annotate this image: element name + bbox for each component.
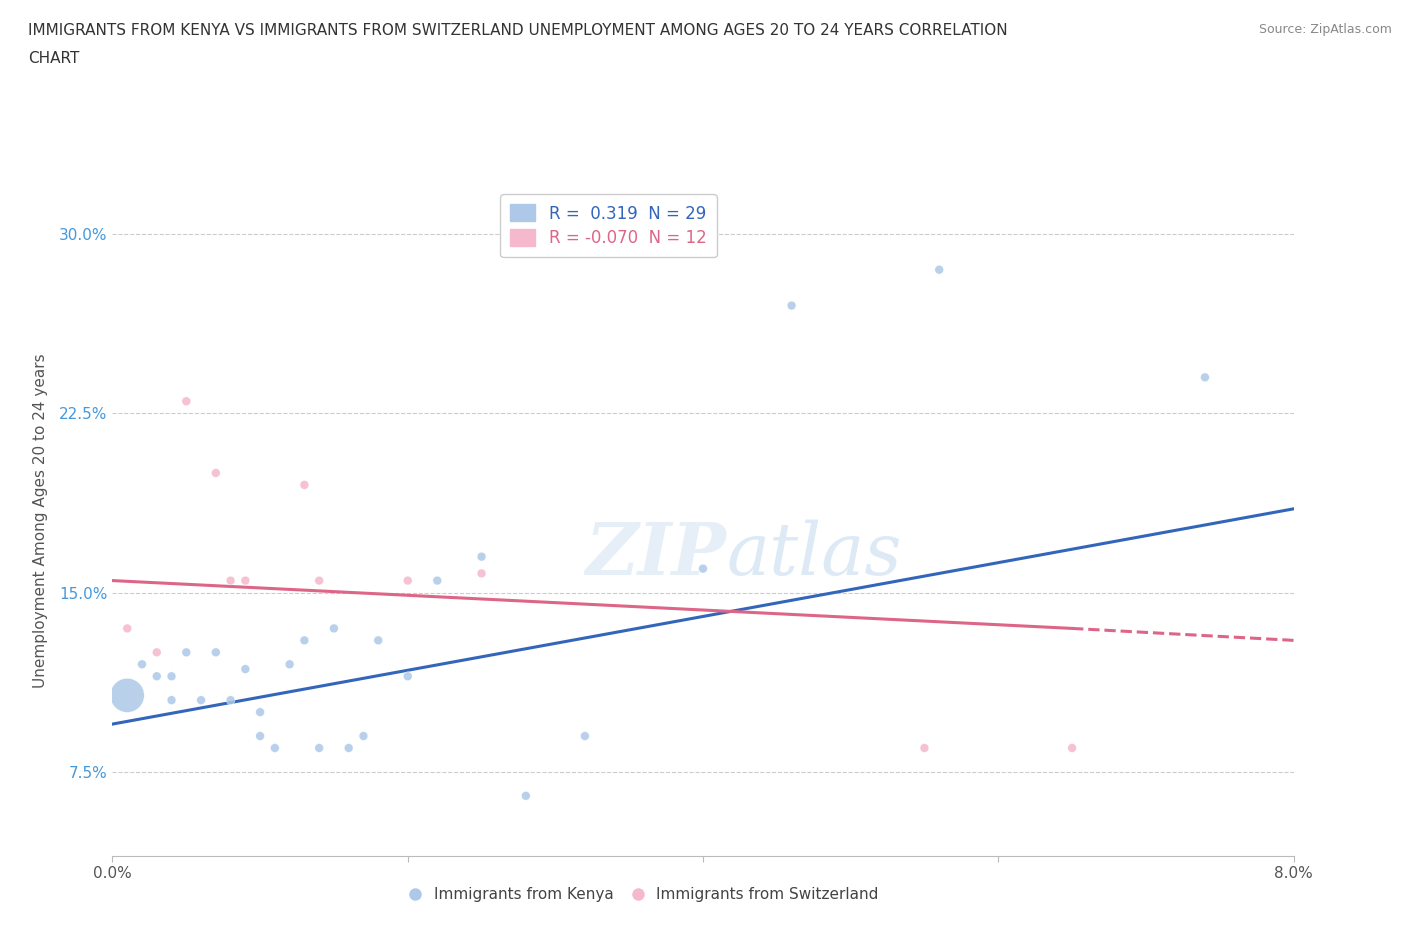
Point [219, 573, 242, 588]
Point [190, 693, 212, 708]
Point [928, 262, 950, 277]
Point [205, 466, 228, 481]
Point [515, 789, 537, 804]
Point [131, 657, 153, 671]
Text: IMMIGRANTS FROM KENYA VS IMMIGRANTS FROM SWITZERLAND UNEMPLOYMENT AMONG AGES 20 : IMMIGRANTS FROM KENYA VS IMMIGRANTS FROM… [28, 23, 1008, 38]
Text: ZIP: ZIP [586, 519, 727, 590]
Y-axis label: Unemployment Among Ages 20 to 24 years: Unemployment Among Ages 20 to 24 years [32, 353, 48, 688]
Point [160, 693, 183, 708]
Text: Source: ZipAtlas.com: Source: ZipAtlas.com [1258, 23, 1392, 36]
Point [292, 633, 315, 648]
Point [117, 688, 138, 703]
Point [780, 299, 803, 313]
Text: atlas: atlas [727, 519, 903, 590]
Point [264, 740, 287, 755]
Point [249, 728, 271, 743]
Point [249, 705, 271, 720]
Point [396, 573, 419, 588]
Point [292, 477, 315, 492]
Point [160, 669, 183, 684]
Point [426, 573, 449, 588]
Point [174, 393, 197, 408]
Point [278, 657, 301, 671]
Point [174, 644, 197, 659]
Point [146, 669, 169, 684]
Point [1194, 370, 1216, 385]
Point [692, 561, 714, 576]
Point [352, 728, 374, 743]
Point [146, 644, 169, 659]
Point [914, 740, 936, 755]
Point [233, 573, 256, 588]
Point [1062, 740, 1084, 755]
Point [396, 669, 419, 684]
Point [308, 573, 330, 588]
Point [219, 693, 242, 708]
Point [117, 621, 138, 636]
Point [233, 661, 256, 676]
Point [471, 550, 494, 565]
Point [337, 740, 360, 755]
Legend: Immigrants from Kenya, Immigrants from Switzerland: Immigrants from Kenya, Immigrants from S… [404, 881, 884, 909]
Text: CHART: CHART [28, 51, 80, 66]
Point [471, 566, 494, 581]
Point [574, 728, 596, 743]
Point [323, 621, 346, 636]
Point [308, 740, 330, 755]
Point [367, 633, 389, 648]
Point [205, 644, 228, 659]
